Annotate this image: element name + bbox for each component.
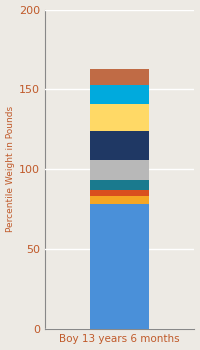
Bar — [90, 104, 149, 131]
Bar — [90, 180, 149, 190]
Bar — [90, 85, 149, 104]
Bar — [90, 160, 149, 180]
Bar — [90, 69, 149, 85]
Bar — [90, 190, 149, 196]
Bar — [90, 204, 149, 329]
Bar — [90, 131, 149, 160]
Y-axis label: Percentile Weight in Pounds: Percentile Weight in Pounds — [6, 106, 15, 232]
Bar — [90, 196, 149, 204]
